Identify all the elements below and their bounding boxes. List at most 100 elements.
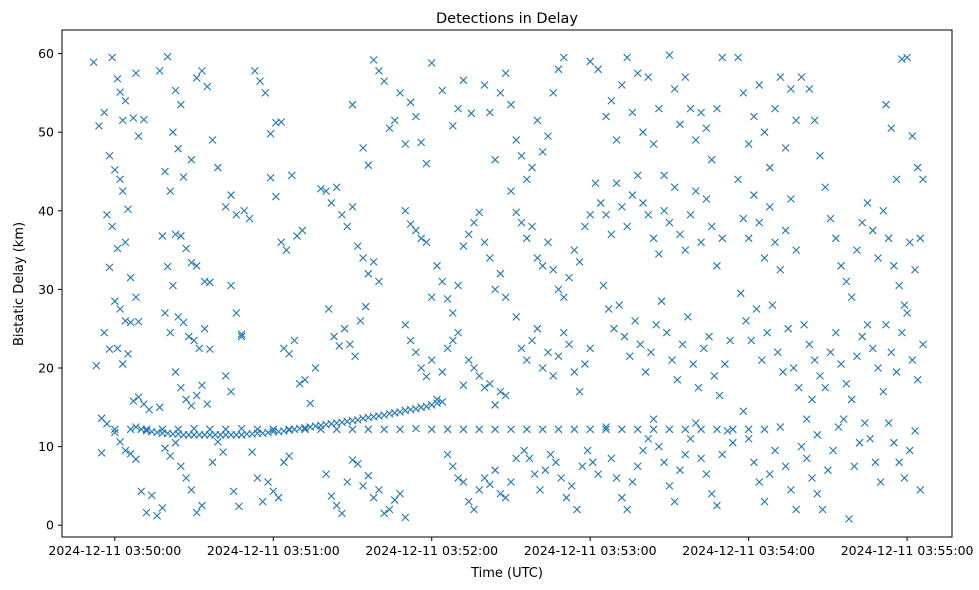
data-point-x-marker bbox=[633, 171, 642, 180]
data-point-x-marker bbox=[530, 470, 539, 479]
data-point-x-marker bbox=[301, 425, 309, 434]
data-point-x-marker bbox=[155, 403, 164, 412]
data-point-x-marker bbox=[116, 175, 124, 184]
data-point-x-marker bbox=[773, 348, 782, 357]
data-point-x-marker bbox=[480, 383, 489, 392]
data-point-x-marker bbox=[219, 448, 227, 456]
data-point-x-marker bbox=[359, 144, 367, 152]
data-point-x-marker bbox=[385, 505, 394, 514]
x-tick-label: 2024-12-11 03:55:00 bbox=[841, 543, 974, 558]
data-point-x-marker bbox=[752, 305, 761, 313]
data-point-x-marker bbox=[538, 147, 547, 156]
data-point-x-marker bbox=[390, 496, 399, 504]
data-point-x-marker bbox=[126, 318, 135, 327]
data-point-x-marker bbox=[713, 501, 721, 510]
data-point-x-marker bbox=[470, 505, 478, 514]
data-point-x-marker bbox=[763, 328, 772, 337]
data-point-x-marker bbox=[913, 163, 922, 172]
data-point-x-marker bbox=[108, 222, 117, 231]
data-point-x-marker bbox=[187, 258, 196, 267]
data-point-x-marker bbox=[182, 244, 191, 253]
data-point-x-marker bbox=[406, 336, 415, 345]
data-point-x-marker bbox=[272, 192, 280, 201]
data-point-x-marker bbox=[351, 352, 360, 361]
data-point-x-marker bbox=[134, 393, 143, 401]
data-point-x-marker bbox=[654, 104, 663, 113]
data-point-x-marker bbox=[887, 348, 896, 357]
data-point-x-marker bbox=[628, 108, 637, 117]
data-point-x-marker bbox=[863, 320, 872, 329]
data-point-x-marker bbox=[842, 379, 851, 388]
data-point-x-marker bbox=[396, 489, 404, 498]
data-point-x-marker bbox=[279, 458, 288, 467]
data-point-x-marker bbox=[496, 489, 505, 498]
data-point-x-marker bbox=[697, 108, 705, 117]
data-point-x-marker bbox=[649, 425, 658, 434]
data-point-x-marker bbox=[808, 474, 816, 482]
data-point-x-marker bbox=[316, 425, 325, 434]
data-point-x-marker bbox=[485, 108, 494, 117]
data-point-x-marker bbox=[97, 449, 106, 457]
data-point-x-marker bbox=[639, 199, 647, 207]
data-point-x-marker bbox=[338, 509, 346, 518]
data-point-x-marker bbox=[765, 470, 774, 479]
data-point-x-marker bbox=[884, 234, 893, 243]
data-point-x-marker bbox=[480, 474, 489, 482]
data-point-x-marker bbox=[92, 361, 101, 370]
data-point-x-marker bbox=[340, 324, 349, 333]
data-point-x-marker bbox=[187, 485, 196, 494]
data-point-x-marker bbox=[480, 238, 489, 247]
data-point-x-marker bbox=[868, 344, 877, 353]
data-point-x-marker bbox=[282, 246, 291, 254]
data-point-x-marker bbox=[124, 349, 132, 358]
data-point-x-marker bbox=[517, 344, 526, 353]
data-point-x-marker bbox=[602, 112, 610, 121]
data-point-x-marker bbox=[298, 226, 307, 235]
data-point-x-marker bbox=[765, 202, 774, 211]
data-point-x-marker bbox=[681, 246, 690, 254]
data-point-x-marker bbox=[765, 163, 774, 172]
data-point-x-marker bbox=[438, 368, 447, 376]
data-point-x-marker bbox=[105, 263, 114, 272]
data-point-x-marker bbox=[623, 53, 632, 62]
data-point-x-marker bbox=[179, 318, 188, 327]
data-point-x-marker bbox=[776, 73, 785, 82]
data-point-x-marker bbox=[422, 402, 431, 411]
data-point-x-marker bbox=[850, 462, 859, 471]
data-point-x-marker bbox=[330, 332, 338, 341]
data-point-x-marker bbox=[617, 425, 626, 434]
data-point-x-marker bbox=[134, 317, 143, 326]
data-point-x-marker bbox=[905, 238, 914, 247]
data-point-x-marker bbox=[380, 77, 389, 85]
data-point-x-marker bbox=[171, 230, 180, 239]
data-point-x-marker bbox=[345, 340, 354, 349]
data-point-x-marker bbox=[507, 100, 515, 109]
data-point-x-marker bbox=[871, 458, 880, 467]
data-point-x-marker bbox=[750, 458, 758, 467]
data-point-x-marker bbox=[105, 151, 114, 160]
data-point-x-marker bbox=[443, 425, 452, 434]
data-point-x-marker bbox=[176, 100, 185, 109]
data-point-x-marker bbox=[459, 425, 468, 434]
data-point-x-marker bbox=[792, 246, 801, 254]
data-point-x-marker bbox=[361, 302, 370, 311]
plot-area-frame bbox=[61, 29, 953, 538]
data-point-x-marker bbox=[792, 116, 801, 125]
data-point-x-marker bbox=[916, 485, 925, 494]
data-point-x-marker bbox=[443, 294, 452, 303]
data-point-x-marker bbox=[126, 425, 135, 434]
data-point-x-marker bbox=[327, 199, 336, 207]
data-point-x-marker bbox=[557, 474, 566, 482]
data-point-x-marker bbox=[858, 218, 867, 227]
data-point-x-marker bbox=[454, 104, 463, 113]
data-point-x-marker bbox=[203, 82, 212, 91]
data-point-x-marker bbox=[559, 53, 568, 62]
data-point-x-marker bbox=[364, 425, 373, 434]
data-point-x-marker bbox=[895, 281, 904, 290]
data-point-x-marker bbox=[274, 493, 283, 502]
data-point-x-marker bbox=[641, 368, 650, 376]
data-point-x-marker bbox=[192, 74, 201, 82]
data-point-x-marker bbox=[544, 238, 552, 247]
data-point-x-marker bbox=[198, 501, 206, 510]
data-point-x-marker bbox=[757, 356, 766, 365]
